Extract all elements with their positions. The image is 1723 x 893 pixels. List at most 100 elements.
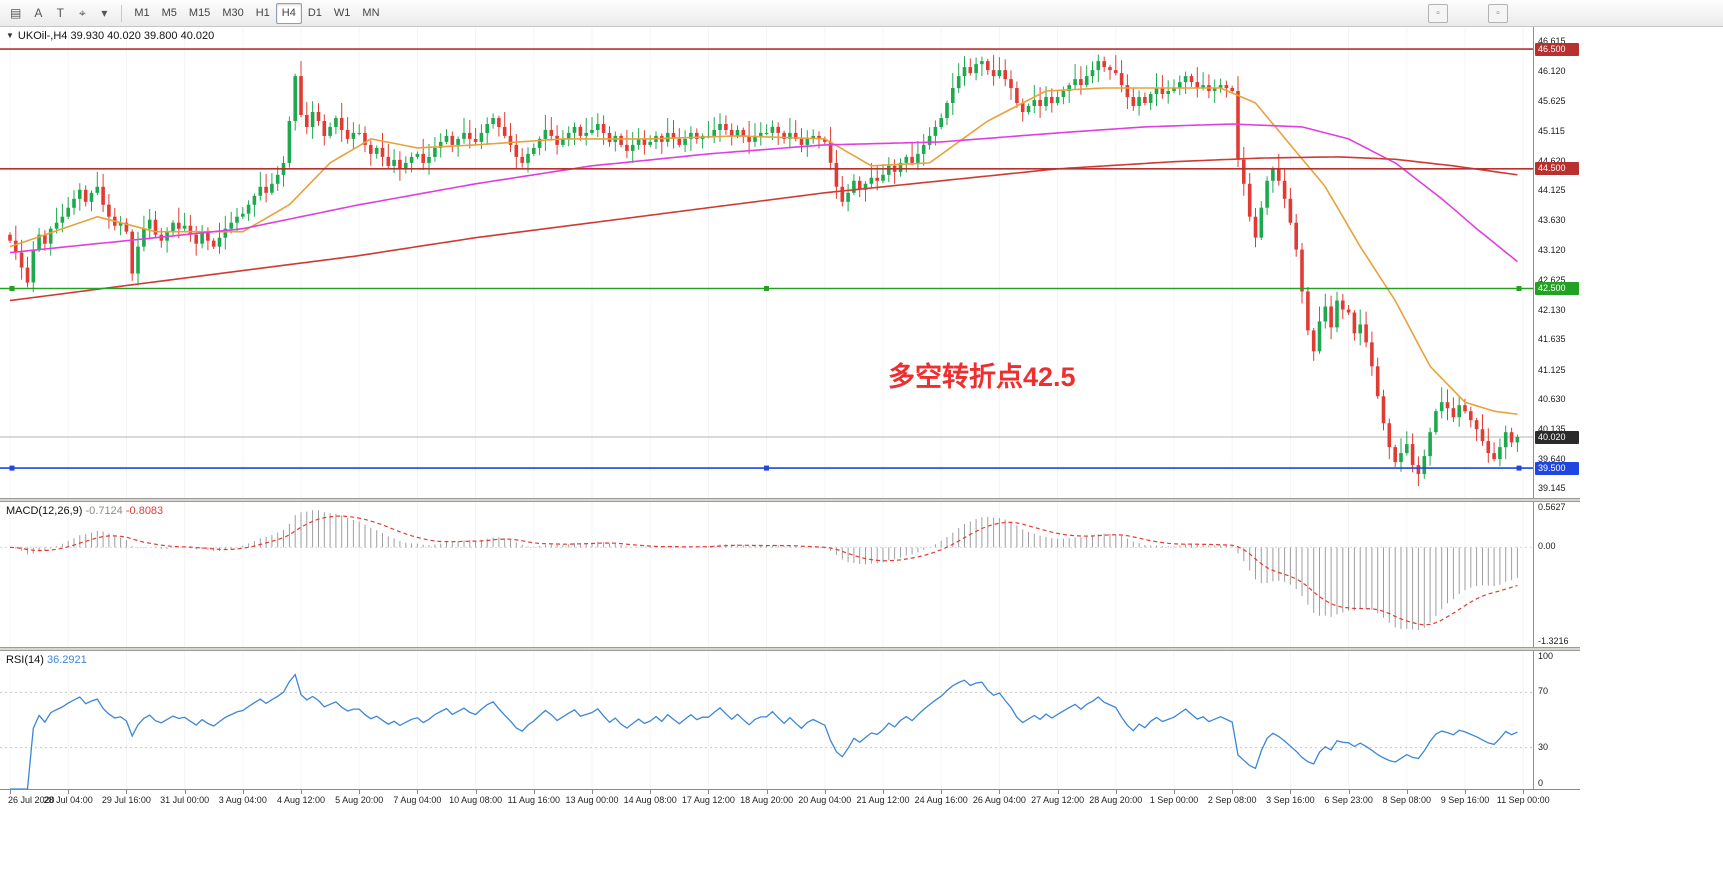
toolbar-extra-button-1[interactable]: ▫ xyxy=(1428,4,1448,23)
time-axis-label: 17 Aug 12:00 xyxy=(681,795,735,805)
trend-annotation-text[interactable]: 多空转折点42.5 xyxy=(888,362,1076,392)
price-axis-label: 43.120 xyxy=(1538,245,1566,256)
time-axis-label: 27 Aug 12:00 xyxy=(1031,795,1085,805)
symbol-title: ▼ UKOil-,H4 39.930 40.020 39.800 40.020 xyxy=(6,30,214,42)
chart-list-icon[interactable]: ▤ xyxy=(10,6,22,20)
time-axis-tick xyxy=(475,790,477,794)
time-axis-tick xyxy=(184,790,186,794)
time-axis-tick xyxy=(592,790,593,794)
time-axis-label: 9 Sep 16:00 xyxy=(1440,795,1490,805)
time-axis-tick xyxy=(824,790,826,794)
collapse-triangle-icon[interactable]: ▼ xyxy=(6,31,14,40)
time-axis-tick xyxy=(10,790,11,794)
price-axis-label: 41.635 xyxy=(1538,334,1566,345)
price-axis[interactable]: 46.615 46.120 45.625 45.115 44.620 44.125 43.6… xyxy=(1533,27,1580,498)
time-axis-tick xyxy=(68,790,70,794)
rsi-axis-label: 30 xyxy=(1538,741,1549,752)
time-axis-label: 20 Aug 04:00 xyxy=(798,795,852,805)
time-axis-tick xyxy=(1232,790,1234,794)
price-line-badge: 42.500 xyxy=(1535,282,1579,295)
time-axis-label: 21 Aug 12:00 xyxy=(856,795,910,805)
price-axis-label: 41.125 xyxy=(1538,364,1566,375)
time-axis-label: 14 Aug 08:00 xyxy=(623,795,677,805)
time-axis-label: 5 Aug 20:00 xyxy=(335,795,384,805)
time-axis-label: 10 Aug 08:00 xyxy=(449,795,503,805)
rsi-axis[interactable]: 100 70 30 0 xyxy=(1533,651,1580,789)
macd-panel[interactable]: MACD(12,26,9) -0.7124 -0.8083 xyxy=(0,502,1533,647)
rsi-value: 36.2921 xyxy=(46,654,87,666)
time-axis-label: 4 Aug 12:00 xyxy=(276,795,326,805)
price-line-badge: 44.500 xyxy=(1535,162,1579,176)
symbol-ohlc-label: UKOil-,H4 39.930 40.020 39.800 40.020 xyxy=(17,30,215,42)
time-axis-label: 7 Aug 04:00 xyxy=(393,795,442,805)
annotation-tool-button[interactable]: A xyxy=(34,6,43,20)
time-axis-tick xyxy=(1057,790,1059,794)
time-axis-tick xyxy=(708,790,710,794)
candlestick-plot[interactable] xyxy=(0,27,1533,498)
time-axis-label: 11 Sep 00:00 xyxy=(1496,795,1550,805)
price-axis-label: 46.120 xyxy=(1538,65,1566,76)
price-axis-label: 40.630 xyxy=(1538,394,1566,405)
toolbar-extra-button-2[interactable]: ▫ xyxy=(1488,4,1508,23)
time-axis-label: 3 Aug 04:00 xyxy=(218,795,267,805)
macd-axis-label: -1.3216 xyxy=(1538,636,1569,646)
timeframe-button-M15[interactable]: M15 xyxy=(188,7,211,19)
time-axis-label: 2 Sep 08:00 xyxy=(1207,795,1257,805)
price-axis-label: 46.615 xyxy=(1538,36,1566,47)
timeframe-button-M30[interactable]: M30 xyxy=(222,7,244,19)
time-axis-tick xyxy=(883,790,884,794)
text-tool-button[interactable]: T xyxy=(56,6,65,20)
time-axis-tick xyxy=(1290,790,1292,794)
timeframe-button-H1[interactable]: H1 xyxy=(255,7,270,19)
price-axis-label: 44.620 xyxy=(1538,155,1566,166)
macd-name: MACD(12,26,9) xyxy=(6,505,83,517)
time-axis-tick xyxy=(999,790,1001,794)
macd-axis[interactable]: 0.5627 0.00 -1.3216 xyxy=(1533,502,1580,647)
tool-dropdown-caret-icon[interactable]: ▾ xyxy=(101,6,108,20)
toolbar: ▤ A T ⌖ ▾ M1 M5 M15 M30 H1 H4 D1 W1 MN xyxy=(0,0,1723,27)
time-axis-tick xyxy=(1523,790,1525,794)
time-axis-label: 18 Aug 20:00 xyxy=(740,795,794,805)
price-axis-label: 39.640 xyxy=(1538,453,1566,464)
current-price-badge: 40.020 xyxy=(1535,430,1579,444)
time-axis-label: 31 Jul 00:00 xyxy=(160,795,210,805)
time-axis-label: 8 Sep 08:00 xyxy=(1382,795,1432,805)
macd-axis-label: 0.5627 xyxy=(1538,502,1566,512)
panel-splitter-2[interactable] xyxy=(0,647,1580,651)
time-axis-tick xyxy=(126,790,128,794)
time-axis-tick xyxy=(1465,790,1466,794)
timeframe-button-group: M1 M5 M15 M30 H1 H4 D1 W1 MN xyxy=(128,2,385,24)
time-axis-label: 29 Jul 16:00 xyxy=(101,795,151,805)
timeframe-button-M5[interactable]: M5 xyxy=(161,7,177,19)
time-axis-label: 1 Sep 00:00 xyxy=(1149,795,1199,805)
time-axis-label: 26 Jul 2020 xyxy=(8,795,55,805)
price-axis-label: 42.625 xyxy=(1538,275,1566,286)
time-axis-tick xyxy=(533,790,535,794)
crosshair-tool-button[interactable]: ⌖ xyxy=(78,5,86,20)
time-axis-tick xyxy=(359,790,361,794)
time-axis-label: 3 Sep 16:00 xyxy=(1266,795,1315,805)
macd-plot[interactable] xyxy=(0,502,1533,647)
panel-splitter-1[interactable] xyxy=(0,498,1580,502)
timeframe-button-H4[interactable]: H4 xyxy=(275,2,302,24)
rsi-plot[interactable] xyxy=(0,651,1533,789)
price-line-badge: 46.500 xyxy=(1535,42,1579,56)
timeframe-button-MN[interactable]: MN xyxy=(362,7,380,19)
time-axis-label: 6 Sep 23:00 xyxy=(1324,795,1373,805)
price-axis-label: 42.130 xyxy=(1538,304,1566,315)
rsi-label: RSI(14) 36.2921 xyxy=(6,654,87,666)
timeframe-button-D1[interactable]: D1 xyxy=(307,7,322,19)
time-axis[interactable]: 26 Jul 2020 28 Jul 04:00 29 Jul 16:00 31 Ju… xyxy=(0,789,1580,813)
time-axis-tick xyxy=(242,790,244,794)
rsi-panel[interactable]: RSI(14) 36.2921 xyxy=(0,651,1533,789)
time-axis-label: 11 Aug 16:00 xyxy=(507,795,560,805)
time-axis-tick xyxy=(301,790,302,794)
macd-signal-value: -0.8083 xyxy=(125,505,164,517)
price-axis-label: 43.630 xyxy=(1538,214,1566,225)
timeframe-button-M1[interactable]: M1 xyxy=(134,7,150,19)
price-chart-panel[interactable]: ▼ UKOil-,H4 39.930 40.020 39.800 40.020 多… xyxy=(0,27,1533,498)
time-axis-label: 24 Aug 16:00 xyxy=(914,795,968,805)
time-axis-tick xyxy=(1406,790,1408,794)
timeframe-button-W1[interactable]: W1 xyxy=(333,7,351,19)
